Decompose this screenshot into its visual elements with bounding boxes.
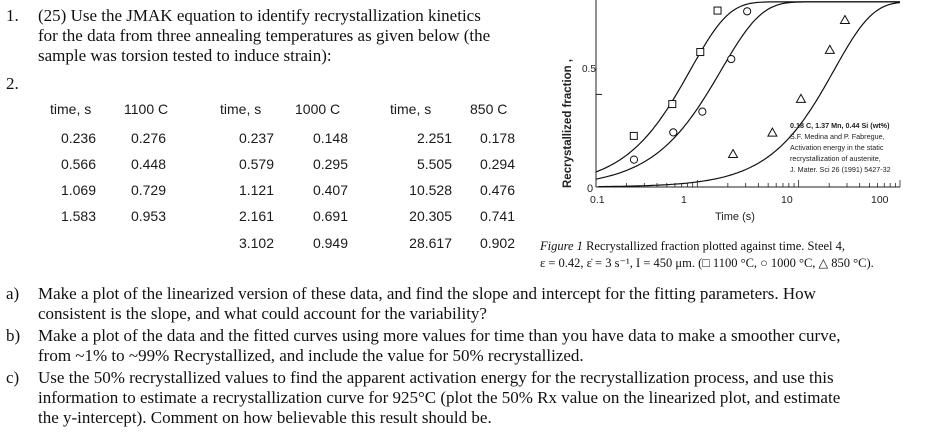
- note-line: recrystallization of austenite,: [790, 154, 881, 163]
- question-label: a): [6, 284, 20, 303]
- table-cell: 0.407: [312, 182, 348, 198]
- data-point-circle: [669, 128, 678, 137]
- data-point-triangle: [795, 93, 807, 103]
- data-point-circle: [743, 7, 752, 16]
- caption-line: Figure 1 Recrystallized fraction plotted…: [540, 238, 935, 255]
- y-tick-label: 0.5: [582, 64, 596, 75]
- chart-markers: [629, 6, 851, 164]
- note-line: S.F. Medina and P. Fabregue,: [790, 132, 885, 141]
- data-point-square: [696, 48, 705, 57]
- question-line: Make a plot of the linearized version of…: [38, 284, 816, 303]
- note-line: Activation energy in the static: [790, 143, 884, 152]
- table-cell: 28.617: [409, 235, 452, 251]
- fit-curve: [598, 2, 901, 188]
- question-number: 1.: [6, 6, 19, 25]
- table-cell: 0.448: [130, 156, 166, 172]
- figure-note: 0.18 C, 1.37 Mn, 0.44 Si (wt%) S.F. Medi…: [790, 121, 891, 174]
- table-header-time: time, s: [390, 101, 432, 117]
- table-cell: 2.251: [416, 130, 452, 146]
- table-cell: 1.121: [238, 182, 274, 198]
- table-cell: 0.949: [312, 235, 348, 251]
- table-cell: 10.528: [409, 182, 452, 198]
- y-axis-label: Recrystallized fraction ,: [562, 59, 574, 188]
- table-cell: 0.579: [238, 156, 274, 172]
- table-cell: 1.583: [60, 208, 96, 224]
- table-cell: 0.276: [130, 130, 166, 146]
- data-point-triangle: [727, 148, 739, 159]
- note-line: 0.18 C, 1.37 Mn, 0.44 Si (wt%): [790, 121, 890, 130]
- data-table: time, s 1100 C 0.236 0.566 1.069 1.583 0…: [0, 0, 530, 260]
- question-c: c) Use the 50% recrystallized values to …: [6, 368, 926, 430]
- data-point-triangle: [824, 44, 836, 54]
- table-cell: 0.476: [479, 182, 515, 198]
- table-cell: 0.178: [479, 130, 515, 146]
- table-header-time: time, s: [220, 101, 262, 117]
- problem-line: sample was torsion tested to induce stra…: [38, 46, 332, 65]
- question-line: consistent is the slope, and what could …: [38, 304, 487, 323]
- problem-line: (25) Use the JMAK equation to identify r…: [38, 6, 481, 25]
- question-line: Use the 50% recrystallized values to fin…: [38, 368, 834, 387]
- table-cell: 3.102: [238, 235, 274, 251]
- figure-caption: Figure 1 Recrystallized fraction plotted…: [540, 238, 935, 272]
- question-line: information to estimate a recrystallizat…: [38, 388, 841, 407]
- question-label: c): [6, 368, 20, 387]
- question-a: a) Make a plot of the linearized version…: [6, 284, 926, 326]
- figure-label: Figure 1: [540, 239, 583, 253]
- data-point-circle: [727, 54, 736, 64]
- data-point-triangle: [767, 127, 778, 137]
- table-cell: 0.566: [60, 156, 96, 172]
- question-line: from ~1% to ~99% Recrystallized, and inc…: [38, 346, 584, 365]
- question-line: Make a plot of the data and the fitted c…: [38, 326, 841, 345]
- table-cell: 1.069: [60, 182, 96, 198]
- table-cell: 0.729: [130, 182, 166, 198]
- problem-statement: (25) Use the JMAK equation to identify r…: [38, 6, 538, 66]
- question-line: the y-intercept). Comment on how believa…: [38, 408, 492, 427]
- data-point-circle: [698, 107, 707, 116]
- table-cell: 20.305: [409, 208, 452, 224]
- problem-line: for the data from three annealing temper…: [38, 26, 491, 45]
- table-cell: 2.161: [238, 208, 274, 224]
- question-b: b) Make a plot of the data and the fitte…: [6, 326, 926, 368]
- x-tick-label: 10: [781, 194, 793, 206]
- data-point-square: [668, 100, 677, 109]
- table-cell: 0.237: [238, 130, 274, 146]
- chart-curves: [595, 1, 901, 188]
- x-tick-label: 0.1: [590, 194, 605, 206]
- x-tick-label: 1: [681, 194, 687, 206]
- table-cell: 0.236: [60, 130, 96, 146]
- table-cell: 0.953: [130, 208, 166, 224]
- data-point-circle: [629, 155, 639, 164]
- x-tick-label: 100: [871, 194, 889, 206]
- table-cell: 5.505: [416, 156, 452, 172]
- table-cell: 0.295: [312, 156, 348, 172]
- table-header-temp: 850 C: [470, 101, 508, 117]
- data-point-triangle: [839, 14, 851, 25]
- caption-line: ε = 0.42, ε̇ = 3 s⁻¹, I = 450 μm. (□ 110…: [540, 256, 874, 270]
- table-cell: 0.741: [479, 208, 515, 224]
- table-cell: 0.148: [312, 130, 348, 146]
- table-cell: 0.691: [312, 208, 348, 224]
- fit-curve: [595, 1, 900, 180]
- note-line: J. Mater. Sci 26 (1991) 5427-32: [790, 165, 891, 174]
- y-tick-label: 0: [587, 183, 593, 195]
- caption-text: Recrystallized fraction plotted against …: [582, 239, 846, 253]
- data-point-square: [629, 131, 638, 140]
- table-header-temp: 1000 C: [295, 101, 341, 117]
- table-cell: 0.294: [479, 156, 515, 172]
- table-cell: 0.902: [479, 235, 515, 251]
- x-axis-label: Time (s): [715, 211, 755, 223]
- table-header-time: time, s: [50, 101, 92, 117]
- recrystallization-chart: Recrystallized fraction , Time (s) 0 0.5…: [562, 0, 901, 223]
- question-label: b): [6, 326, 21, 345]
- table-header-temp: 1100 C: [124, 101, 169, 117]
- data-point-square: [713, 6, 722, 15]
- question-number-2: 2.: [6, 74, 19, 93]
